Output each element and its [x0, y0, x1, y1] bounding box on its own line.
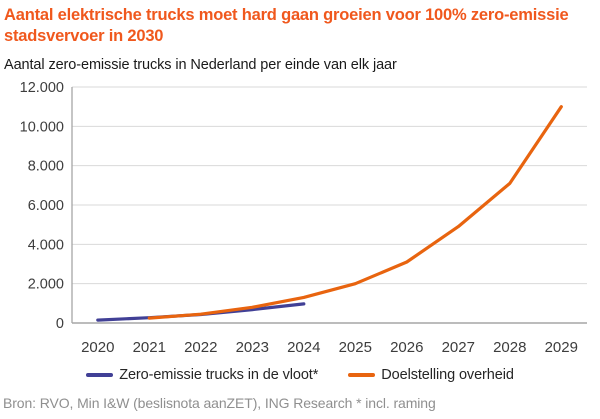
series-line-target [147, 105, 563, 320]
chart-subtitle: Aantal zero-emissie trucks in Nederland … [4, 57, 397, 73]
chart-legend: Zero-emissie trucks in de vloot* Doelste… [0, 367, 600, 383]
series-line-fleet [96, 302, 306, 322]
chart-title: Aantal elektrische trucks moet hard gaan… [4, 6, 569, 45]
source-note: Bron: RVO, Min I&W (beslisnota aanZET), … [3, 395, 436, 411]
x-axis-label: 2028 [493, 339, 526, 356]
x-axis-label: 2027 [442, 339, 475, 356]
y-axis-label: 0 [56, 316, 64, 332]
x-axis-label: 2021 [133, 339, 166, 356]
legend-item-target: Doelstelling overheid [348, 367, 514, 383]
x-axis-label: 2023 [236, 339, 269, 356]
legend-item-fleet: Zero-emissie trucks in de vloot* [86, 367, 318, 383]
legend-line-swatch-target [348, 373, 376, 377]
x-axis-label: 2020 [81, 339, 114, 356]
legend-line-swatch-fleet [86, 373, 114, 377]
y-axis-label: 6.000 [28, 198, 64, 214]
y-axis-label: 8.000 [28, 159, 64, 175]
y-axis-label: 10.000 [20, 119, 64, 135]
x-axis-label: 2029 [545, 339, 578, 356]
legend-label-target: Doelstelling overheid [381, 367, 514, 383]
y-axis-label: 4.000 [28, 237, 64, 253]
x-axis-label: 2022 [184, 339, 217, 356]
x-axis-label: 2025 [339, 339, 372, 356]
y-axis-label: 2.000 [28, 277, 64, 293]
chart-svg: 0 2.000 4.000 6.000 8.000 10.000 12.000 2020 202… [20, 80, 587, 356]
legend-label-fleet: Zero-emissie trucks in de vloot* [119, 367, 319, 383]
x-axis-label: 2024 [287, 339, 320, 356]
y-axis-label: 12.000 [20, 80, 64, 96]
x-axis-label: 2026 [390, 339, 423, 356]
